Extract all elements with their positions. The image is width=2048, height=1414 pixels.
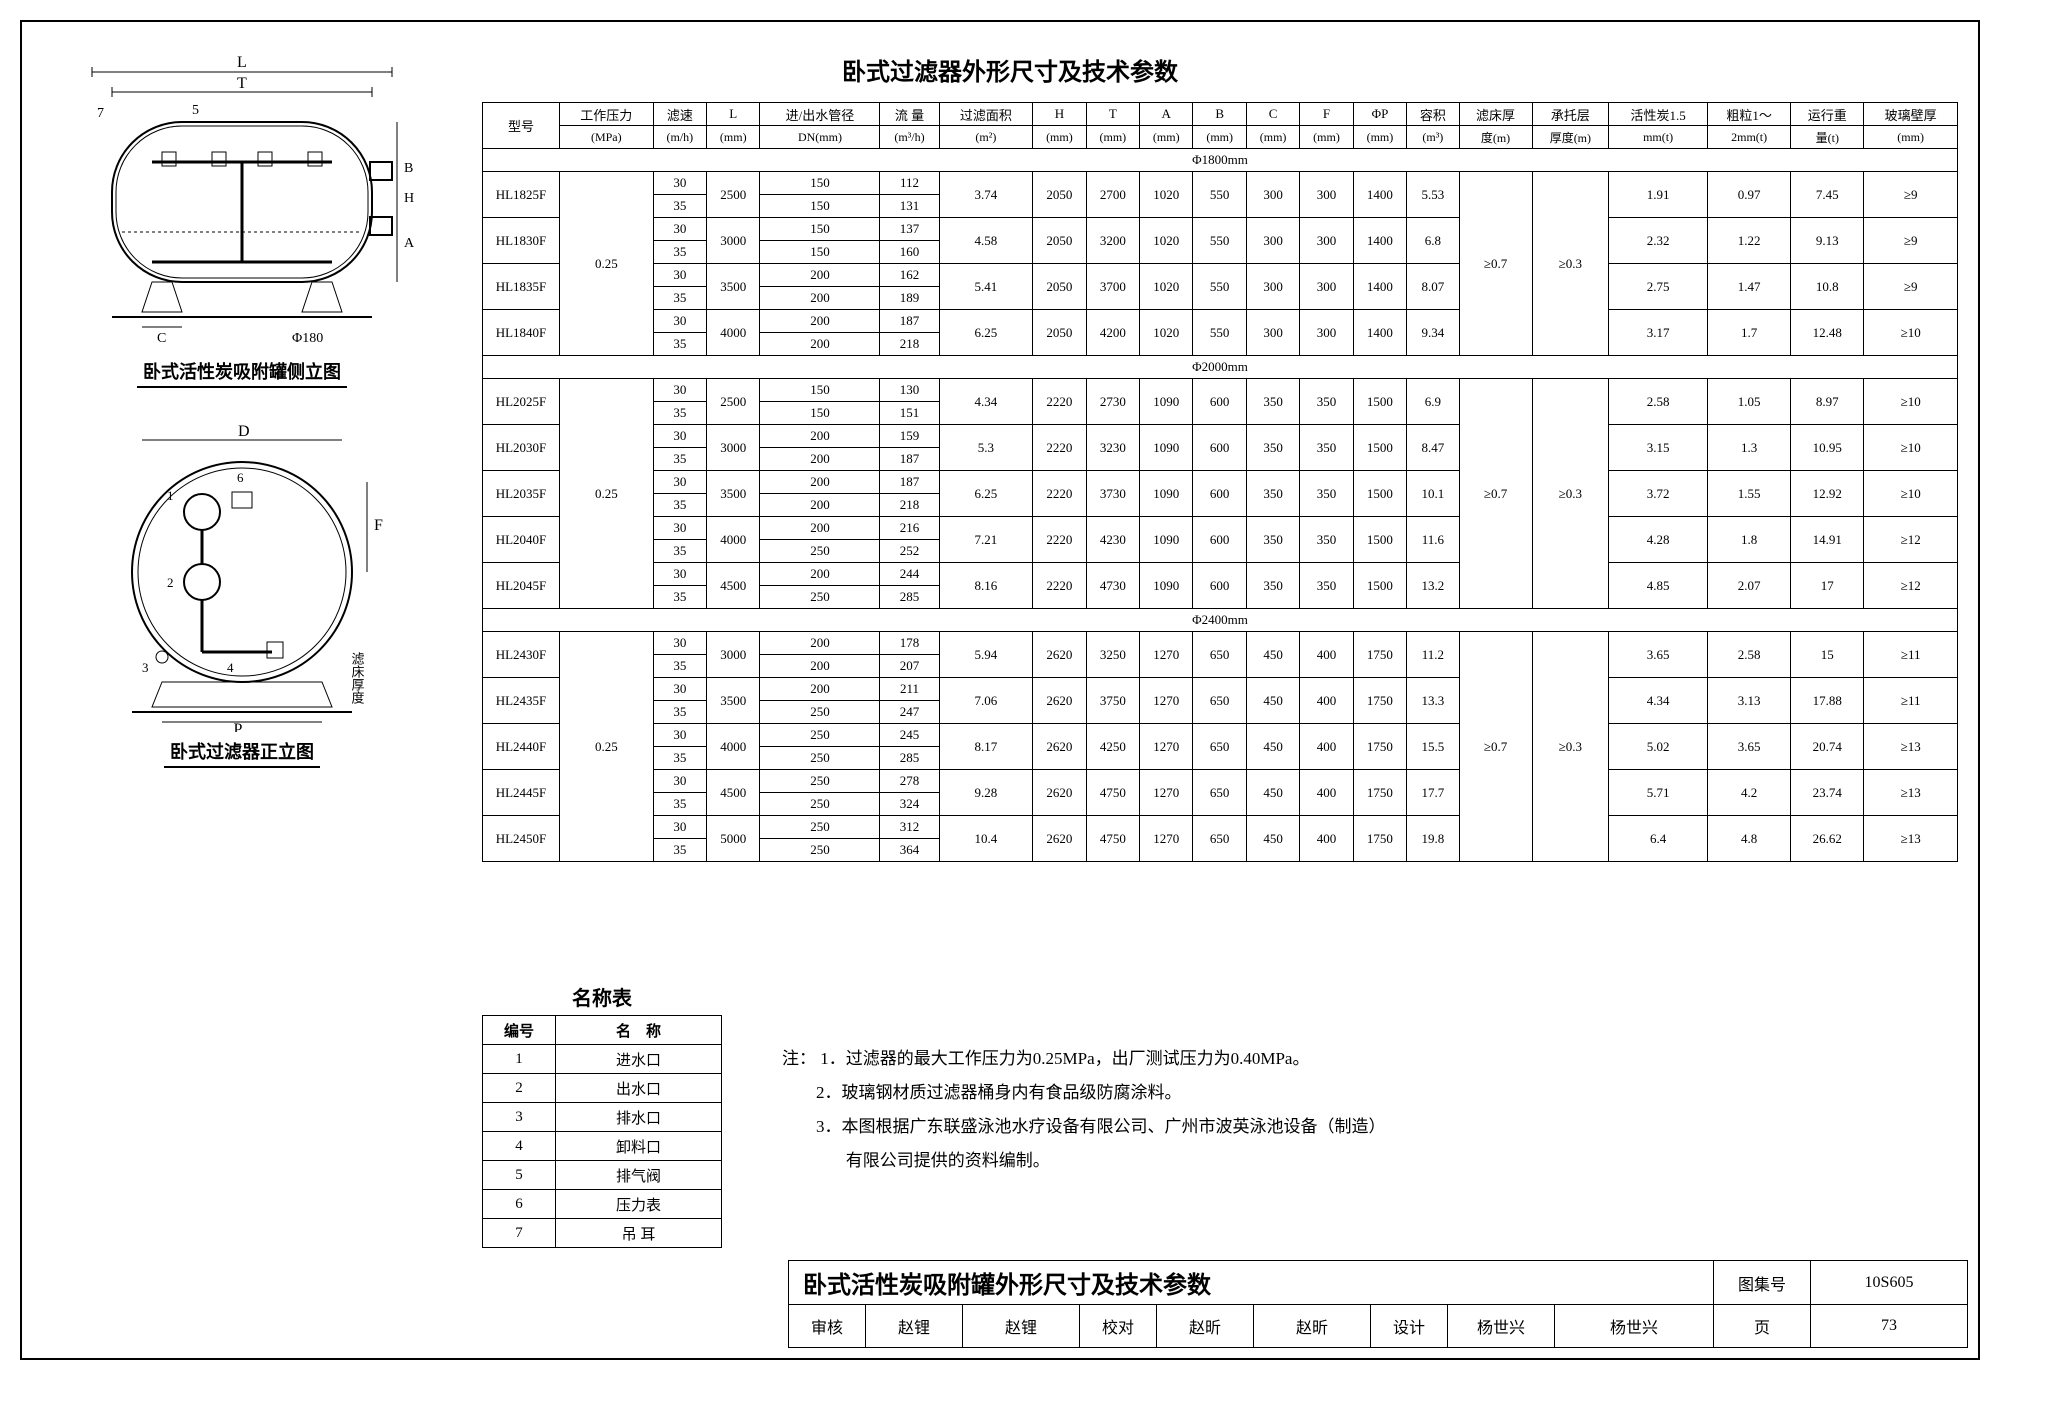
- doc-title: 卧式活性炭吸附罐外形尺寸及技术参数: [789, 1261, 1714, 1305]
- front-view-svg: D P F 滤床厚度 1 2 3 4 6: [82, 422, 402, 732]
- audit-name: 赵锂: [866, 1305, 963, 1348]
- side-diagram: L T: [42, 52, 442, 402]
- call-3: 3: [142, 660, 149, 675]
- nomenclature-wrap: 名称表 编号名 称1进水口2出水口3排水口4卸料口5排气阀6压力表7吊 耳: [482, 982, 722, 1248]
- page-title: 卧式过滤器外形尺寸及技术参数: [842, 52, 1178, 87]
- audit-label: 审核: [789, 1305, 866, 1348]
- diagrams-column: L T: [42, 52, 462, 782]
- notes-block: 注： 1．过滤器的最大工作压力为0.25MPa，出厂测试压力为0.40MPa。 …: [782, 1042, 1948, 1178]
- title-block: 卧式活性炭吸附罐外形尺寸及技术参数 图集号 10S605 审核 赵锂 赵锂 校对…: [788, 1260, 1968, 1348]
- call-6: 6: [237, 470, 244, 485]
- call-2: 2: [167, 575, 174, 590]
- dim-H: H: [404, 191, 414, 206]
- design-label: 设计: [1371, 1305, 1448, 1348]
- notes-lead: 注：: [782, 1049, 816, 1068]
- page-no: 73: [1811, 1305, 1968, 1348]
- call-1: 1: [167, 488, 174, 503]
- audit-sig: 赵锂: [963, 1305, 1080, 1348]
- check-name: 赵昕: [1157, 1305, 1254, 1348]
- drawing-sheet: 卧式过滤器外形尺寸及技术参数 L T: [20, 20, 1980, 1360]
- dim-phi180: Φ180: [292, 331, 323, 346]
- dim-C: C: [157, 331, 166, 346]
- page-label: 页: [1714, 1305, 1811, 1348]
- note-3b: 有限公司提供的资料编制。: [808, 1151, 1050, 1170]
- call-4: 4: [227, 660, 234, 675]
- note-2: 2．玻璃钢材质过滤器桶身内有食品级防腐涂料。: [816, 1083, 1182, 1102]
- dim-D: D: [238, 423, 250, 440]
- parameters-table: 型号 工作压力滤速L进/出水管径流 量过滤面积 HTABCFΦP 容积滤床厚承托…: [482, 102, 1958, 862]
- check-sig: 赵昕: [1254, 1305, 1371, 1348]
- dim-bed: 滤床厚度: [350, 652, 365, 704]
- side-view-svg: L T: [42, 52, 442, 352]
- nomenclature-title: 名称表: [482, 982, 722, 1011]
- dim-A: A: [404, 236, 415, 251]
- dim-P: P: [234, 721, 243, 732]
- side-diagram-caption: 卧式活性炭吸附罐侧立图: [137, 358, 347, 388]
- front-diagram: D P F 滤床厚度 1 2 3 4 6: [42, 422, 442, 782]
- set-label: 图集号: [1714, 1261, 1811, 1305]
- front-diagram-caption: 卧式过滤器正立图: [164, 738, 320, 768]
- dim-B: B: [404, 161, 413, 176]
- note-1: 1．过滤器的最大工作压力为0.25MPa，出厂测试压力为0.40MPa。: [820, 1049, 1309, 1068]
- design-name: 杨世兴: [1448, 1305, 1555, 1348]
- callout-5: 5: [192, 103, 199, 118]
- dim-F: F: [374, 517, 383, 534]
- dim-L: L: [237, 54, 247, 71]
- set-no: 10S605: [1811, 1261, 1968, 1305]
- check-label: 校对: [1080, 1305, 1157, 1348]
- nomenclature-table: 编号名 称1进水口2出水口3排水口4卸料口5排气阀6压力表7吊 耳: [482, 1015, 722, 1248]
- data-table-wrap: 型号 工作压力滤速L进/出水管径流 量过滤面积 HTABCFΦP 容积滤床厚承托…: [482, 102, 1958, 862]
- design-sig: 杨世兴: [1555, 1305, 1714, 1348]
- dim-T: T: [237, 75, 247, 92]
- title-block-table: 卧式活性炭吸附罐外形尺寸及技术参数 图集号 10S605 审核 赵锂 赵锂 校对…: [788, 1260, 1968, 1348]
- callout-7: 7: [97, 106, 104, 121]
- note-3: 3．本图根据广东联盛泳池水疗设备有限公司、广州市波英泳池设备（制造）: [816, 1117, 1386, 1136]
